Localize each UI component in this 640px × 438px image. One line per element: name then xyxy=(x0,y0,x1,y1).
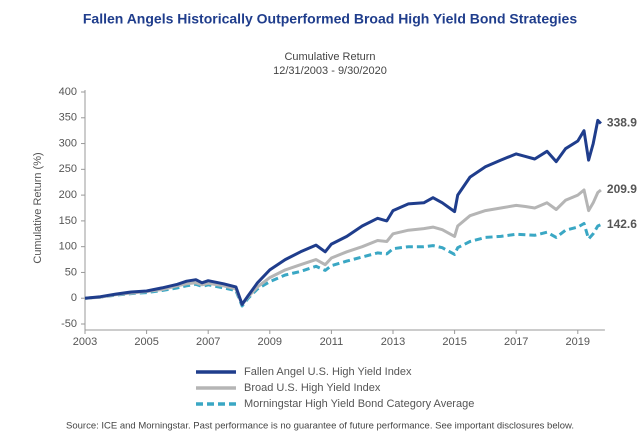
x-tick-label: 2011 xyxy=(320,336,344,348)
y-tick-label: 150 xyxy=(59,215,77,227)
y-tick-label: -50 xyxy=(61,318,77,330)
end-label: 209.9 xyxy=(607,182,637,196)
x-tick-label: 2005 xyxy=(134,336,158,348)
end-label: 338.9 xyxy=(607,116,637,130)
x-tick-label: 2007 xyxy=(196,336,220,348)
series-line xyxy=(84,222,602,308)
subtitle: 12/31/2003 - 9/30/2020 xyxy=(273,65,387,77)
y-tick-label: 200 xyxy=(59,189,77,201)
legend-label: Broad U.S. High Yield Index xyxy=(244,382,381,394)
x-tick-label: 2009 xyxy=(258,336,282,348)
series-line xyxy=(84,118,602,306)
x-tick-label: 2017 xyxy=(504,336,528,348)
source: Source: ICE and Morningstar. Past perfor… xyxy=(66,421,574,432)
x-tick-label: 2015 xyxy=(442,336,466,348)
y-tick-label: 250 xyxy=(59,163,77,175)
series-line xyxy=(84,188,602,306)
subtitle: Cumulative Return xyxy=(284,51,375,63)
end-label: 142.6 xyxy=(607,217,637,231)
y-tick-label: 400 xyxy=(59,86,77,98)
x-tick-label: 2003 xyxy=(73,336,97,348)
x-tick-label: 2013 xyxy=(381,336,405,348)
x-tick-label: 2019 xyxy=(566,336,590,348)
y-tick-label: 0 xyxy=(71,292,77,304)
y-tick-label: 50 xyxy=(65,266,77,278)
y-tick-label: 350 xyxy=(59,112,77,124)
chart-title: Fallen Angels Historically Outperformed … xyxy=(83,11,577,27)
y-tick-label: 300 xyxy=(59,137,77,149)
legend-label: Fallen Angel U.S. High Yield Index xyxy=(244,366,412,378)
y-axis-label: Cumulative Return (%) xyxy=(32,152,44,263)
legend-label: Morningstar High Yield Bond Category Ave… xyxy=(244,398,474,410)
y-tick-label: 100 xyxy=(59,241,77,253)
